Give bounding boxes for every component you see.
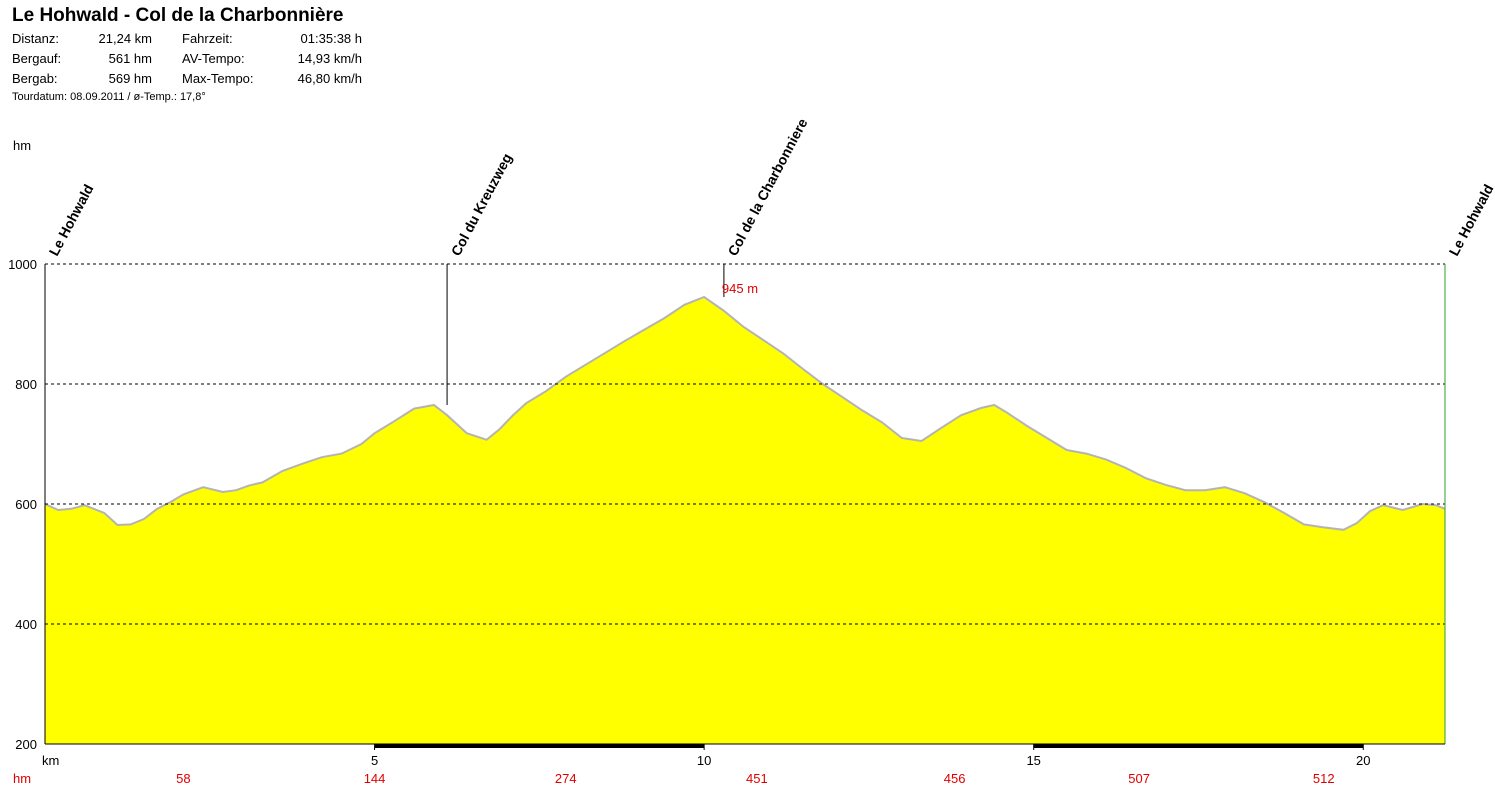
chart-title: Le Hohwald - Col de la Charbonnière (12, 5, 344, 26)
y-tick-label: 1000 (8, 257, 37, 272)
waypoint-label: Col de la Charbonniere (724, 115, 810, 258)
stat-value: 14,93 km/h (297, 51, 362, 66)
y-axis-label: hm (13, 138, 31, 153)
stat-value: 21,24 km (98, 31, 152, 46)
waypoint-label: Le Hohwald (46, 182, 97, 259)
stat-label: Max-Tempo: (182, 71, 254, 86)
hm-footer-value: 144 (364, 771, 386, 786)
waypoint-label: Col du Kreuzweg (448, 151, 515, 259)
hm-footer-value: 451 (746, 771, 768, 786)
stat-label: Bergab: (12, 71, 58, 86)
elevation-area (45, 297, 1445, 744)
y-tick-label: 600 (15, 497, 37, 512)
km-scale-bar (374, 744, 705, 748)
peak-annotation: 945 m (722, 281, 758, 296)
tour-date-temp: Tourdatum: 08.09.2011 / ø-Temp.: 17,8° (12, 91, 206, 103)
stat-value: 01:35:38 h (300, 31, 362, 46)
stat-value: 569 hm (108, 71, 152, 86)
x-tick-label: 5 (371, 753, 378, 768)
km-scale-bar (1033, 744, 1364, 748)
stat-label: Bergauf: (12, 51, 62, 66)
hm-footer-label: hm (13, 771, 31, 786)
y-tick-label: 200 (15, 737, 37, 752)
y-tick-label: 800 (15, 377, 37, 392)
stat-label: Distanz: (12, 31, 59, 46)
hm-footer-value: 274 (555, 771, 577, 786)
hm-footer-value: 58 (176, 771, 190, 786)
y-tick-label: 400 (15, 617, 37, 632)
stat-label: Fahrzeit: (182, 31, 233, 46)
x-axis-label: km (42, 753, 59, 768)
x-tick-label: 20 (1356, 753, 1370, 768)
x-tick-label: 15 (1026, 753, 1040, 768)
hm-footer-value: 456 (944, 771, 966, 786)
hm-footer-value: 512 (1313, 771, 1335, 786)
stat-label: AV-Tempo: (182, 51, 245, 66)
x-tick-label: 10 (697, 753, 711, 768)
hm-footer-value: 507 (1128, 771, 1150, 786)
stat-value: 561 hm (108, 51, 152, 66)
stat-value: 46,80 km/h (297, 71, 362, 86)
waypoint-label: Le Hohwald (1446, 182, 1495, 259)
elevation-outline (44, 295, 1446, 531)
